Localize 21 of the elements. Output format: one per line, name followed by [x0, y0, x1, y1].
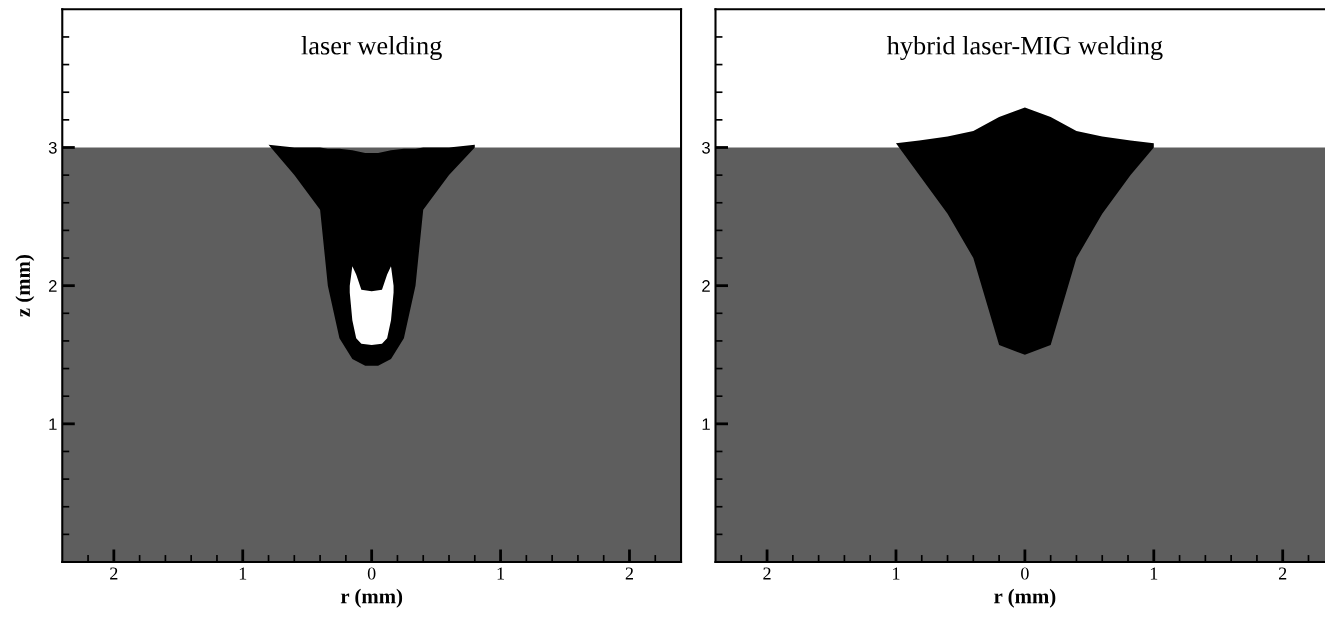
x-tick-label: 1 — [497, 567, 504, 580]
text: laser welding — [301, 36, 442, 61]
y-tick-label: 2 — [48, 280, 57, 292]
y-tick-label: 1 — [49, 418, 57, 430]
y-tick-label: 3 — [702, 141, 710, 154]
x-tick-label: 1 — [1150, 567, 1158, 580]
x-tick-label: 2 — [1278, 567, 1287, 580]
x-tick-label: 1 — [893, 567, 900, 580]
y-tick-label: 2 — [702, 280, 710, 292]
x-tick-label: 0 — [1021, 567, 1029, 580]
y-tick-label: 3 — [48, 141, 57, 154]
x-tick-label: 2 — [625, 567, 633, 580]
x-axis-title: r (mm) — [994, 588, 1056, 608]
x-tick-label: 2 — [763, 567, 771, 580]
x-tick-label: 2 — [110, 567, 118, 580]
x-tick-label: 1 — [239, 567, 247, 580]
x-axis-title: r (mm) — [340, 588, 403, 608]
x-tick-label: 0 — [367, 567, 376, 580]
text: hybrid laser-MIG welding — [886, 36, 1163, 61]
y-tick-label: 1 — [702, 418, 710, 430]
y-axis-title: z (mm) — [15, 255, 35, 317]
